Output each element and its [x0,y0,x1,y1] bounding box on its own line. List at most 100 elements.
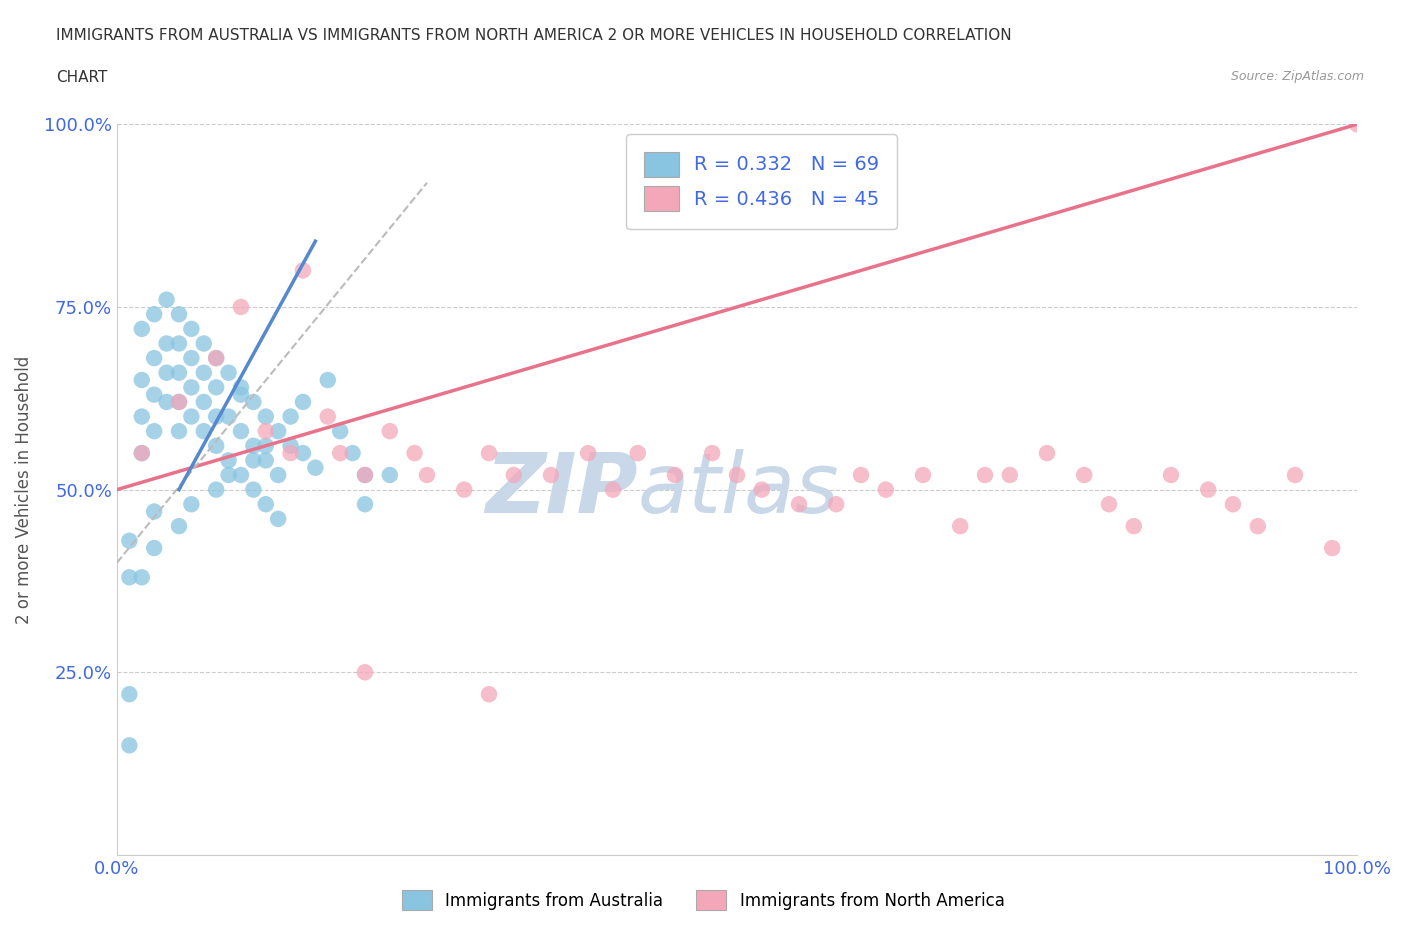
Point [254,438,277,453]
Point [1036,445,1059,460]
Point [155,336,177,351]
Point [254,497,277,512]
Point [316,409,339,424]
Point [205,351,228,365]
Point [254,453,277,468]
Point [254,409,277,424]
Point [949,519,972,534]
Point [280,409,302,424]
Point [291,445,314,460]
Point [193,365,215,380]
Point [205,351,228,365]
Point [229,379,252,394]
Point [218,365,240,380]
Point [167,307,190,322]
Legend: Immigrants from Australia, Immigrants from North America: Immigrants from Australia, Immigrants fr… [395,884,1011,917]
Point [143,540,166,555]
Point [167,394,190,409]
Point [664,468,686,483]
Point [751,482,773,497]
Text: ZIP: ZIP [485,449,638,530]
Point [155,394,177,409]
Point [143,351,166,365]
Point [329,445,352,460]
Point [849,468,872,483]
Point [118,686,141,701]
Point [280,445,302,460]
Point [342,445,364,460]
Point [167,424,190,439]
Point [280,438,302,453]
Point [974,468,997,483]
Point [502,468,524,483]
Point [254,424,277,439]
Point [998,468,1021,483]
Point [1322,540,1344,555]
Point [118,737,141,752]
Point [118,533,141,548]
Point [218,468,240,483]
Point [378,468,401,483]
Text: IMMIGRANTS FROM AUSTRALIA VS IMMIGRANTS FROM NORTH AMERICA 2 OR MORE VEHICLES IN: IMMIGRANTS FROM AUSTRALIA VS IMMIGRANTS … [56,28,1012,43]
Point [291,263,314,278]
Point [193,424,215,439]
Point [1098,497,1121,512]
Point [229,468,252,483]
Point [205,482,228,497]
Point [143,387,166,402]
Point [540,468,562,483]
Point [875,482,897,497]
Point [229,299,252,314]
Point [229,387,252,402]
Point [1197,482,1219,497]
Text: atlas: atlas [638,449,839,530]
Point [193,336,215,351]
Point [131,445,153,460]
Point [627,445,650,460]
Point [242,438,264,453]
Point [416,468,439,483]
Point [180,322,202,337]
Point [242,394,264,409]
Point [143,504,166,519]
Point [180,379,202,394]
Point [167,519,190,534]
Point [478,686,501,701]
Point [242,453,264,468]
Point [131,445,153,460]
Point [205,379,228,394]
Point [1122,519,1144,534]
Point [291,394,314,409]
Point [1160,468,1182,483]
Point [180,351,202,365]
Point [180,409,202,424]
Point [118,570,141,585]
Point [825,497,848,512]
Point [131,373,153,388]
Point [218,409,240,424]
Point [218,453,240,468]
Point [1222,497,1244,512]
Point [404,445,426,460]
Point [180,497,202,512]
Point [354,497,377,512]
Point [725,468,748,483]
Point [205,409,228,424]
Point [229,424,252,439]
Point [329,424,352,439]
Point [911,468,934,483]
Point [242,482,264,497]
Point [702,445,724,460]
Point [143,307,166,322]
Point [167,365,190,380]
Point [453,482,475,497]
Point [131,409,153,424]
Point [1346,117,1368,132]
Point [787,497,810,512]
Point [602,482,624,497]
Point [155,292,177,307]
Point [354,665,377,680]
Point [316,373,339,388]
Point [205,438,228,453]
Point [354,468,377,483]
